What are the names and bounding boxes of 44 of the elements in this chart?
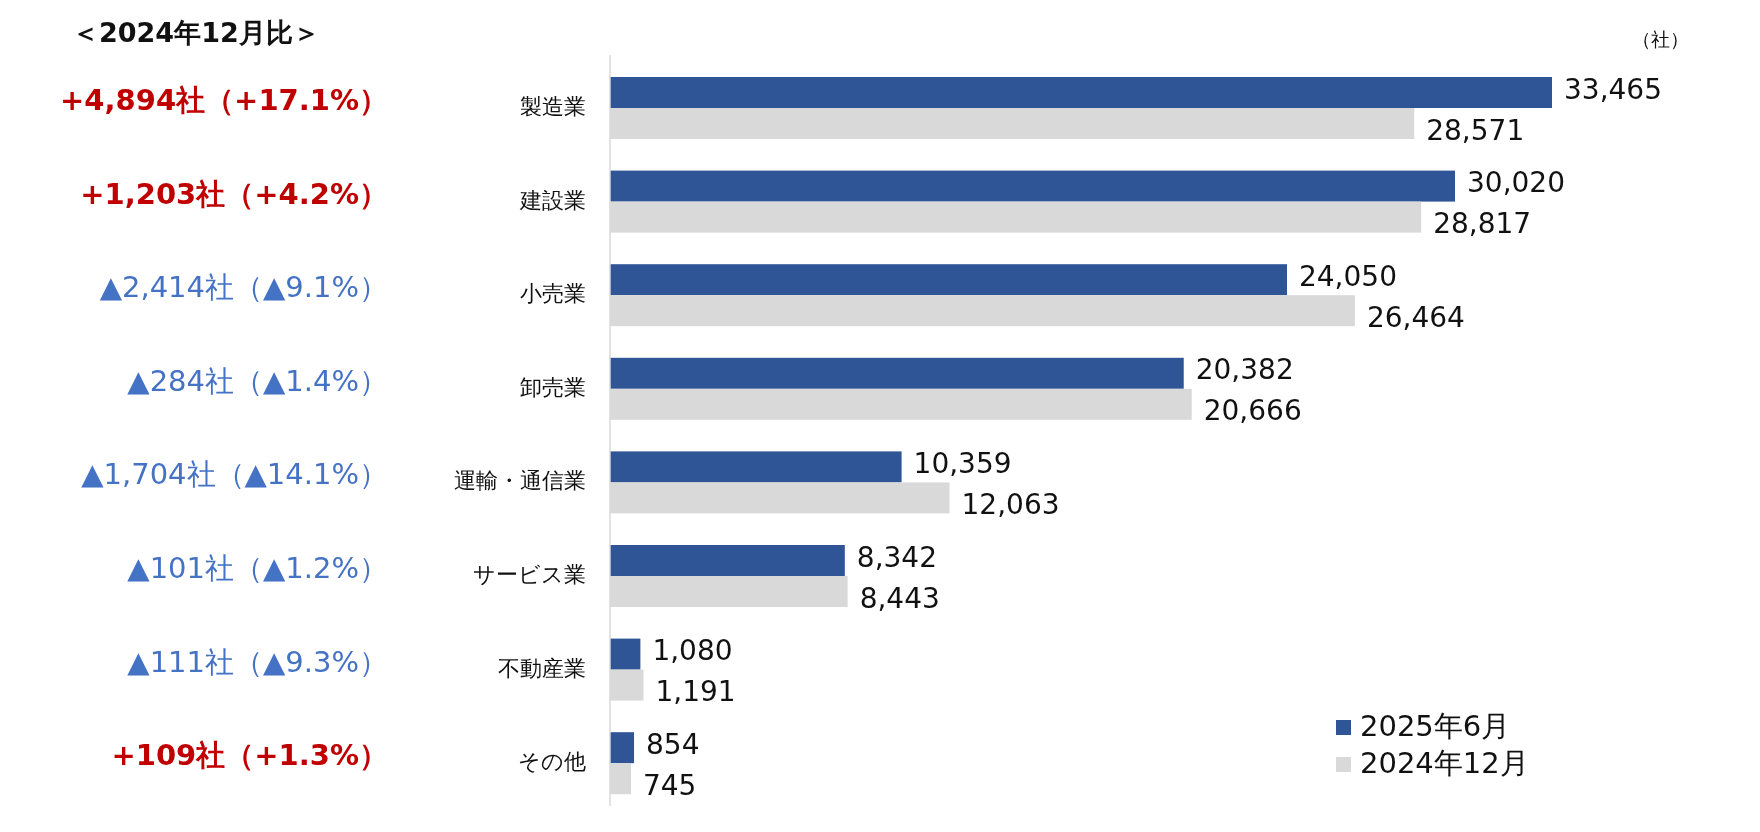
data-label: 24,050 — [1298, 259, 1397, 293]
bar — [610, 170, 1456, 202]
text: ▲1,704社（▲14.1%） — [81, 457, 388, 492]
data-label: 1,080 — [652, 634, 733, 668]
y-tick-label: 卸売業 — [520, 374, 586, 400]
text: ＜2024年12月比＞ — [72, 16, 320, 48]
bar — [610, 638, 641, 670]
bar — [610, 264, 1287, 296]
text: +109社（+1.3%） — [111, 738, 388, 773]
text: ▲111社（▲9.3%） — [127, 644, 388, 679]
legend-label: 2024年12月 — [1360, 746, 1529, 780]
bar — [610, 451, 902, 483]
data-label: 12,063 — [961, 487, 1060, 521]
y-tick-label: 運輸・通信業 — [454, 468, 586, 494]
bar — [610, 545, 845, 576]
data-label: 28,571 — [1426, 113, 1525, 147]
data-label: 30,020 — [1467, 166, 1566, 200]
text: +4,894社（+17.1%） — [60, 83, 388, 117]
text: ▲101社（▲1.2%） — [127, 551, 388, 585]
text: +1,203社（+4.2%） — [80, 176, 388, 211]
text: ▲284社（▲1.4%） — [127, 363, 388, 398]
data-label: 20,382 — [1195, 353, 1294, 387]
bar — [610, 357, 1184, 389]
text: （社） — [1631, 27, 1689, 50]
data-label: 33,465 — [1564, 72, 1662, 106]
y-tick-label: 製造業 — [520, 94, 586, 119]
data-label: 745 — [642, 768, 697, 802]
data-label: 10,359 — [913, 446, 1012, 480]
data-label: 854 — [646, 727, 700, 761]
data-label: 26,464 — [1366, 300, 1465, 334]
data-label: 1,191 — [655, 675, 736, 709]
bar — [610, 732, 635, 764]
bar — [610, 77, 1552, 108]
legend-label: 2025年6月 — [1360, 709, 1511, 743]
y-tick-label: 小売業 — [520, 281, 586, 307]
text: ▲2,414社（▲9.1%） — [99, 270, 388, 305]
data-label: 8,443 — [859, 581, 940, 615]
data-label: 8,342 — [856, 540, 937, 574]
y-tick-label: その他 — [518, 749, 586, 775]
y-tick-label: 建設業 — [519, 187, 586, 213]
data-label: 20,666 — [1203, 394, 1302, 428]
y-tick-label: サービス業 — [473, 562, 586, 587]
data-label: 28,817 — [1433, 207, 1532, 241]
y-tick-label: 不動産業 — [498, 655, 586, 681]
